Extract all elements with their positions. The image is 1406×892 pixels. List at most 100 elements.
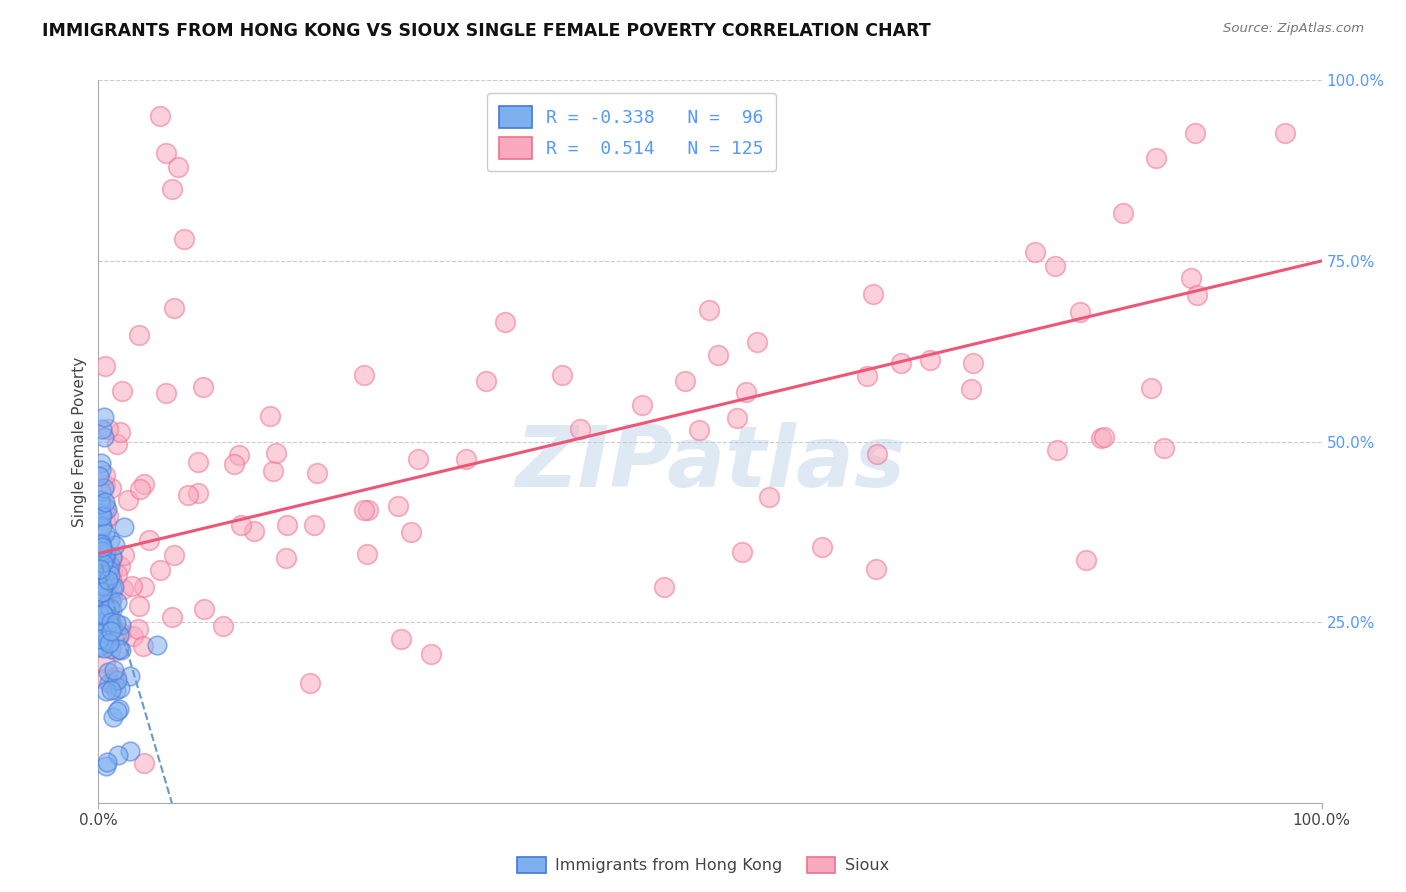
Text: Source: ZipAtlas.com: Source: ZipAtlas.com	[1223, 22, 1364, 36]
Point	[93, 468, 115, 483]
Point	[212, 619, 235, 633]
Point	[1139, 381, 1161, 395]
Point	[96, 755, 118, 769]
Point	[105, 682, 128, 697]
Point	[90, 508, 112, 523]
Point	[87, 468, 110, 483]
Point	[93, 575, 115, 590]
Point	[688, 423, 710, 437]
Point	[98, 601, 121, 615]
Point	[89, 636, 111, 650]
Point	[758, 490, 780, 504]
Point	[110, 681, 132, 695]
Point	[101, 549, 124, 564]
Point	[90, 584, 112, 599]
Point	[1092, 430, 1115, 444]
Point	[918, 353, 941, 368]
Point	[120, 744, 142, 758]
Point	[262, 465, 284, 479]
Point	[1112, 205, 1135, 219]
Point	[127, 622, 149, 636]
Point	[96, 665, 118, 679]
Point	[97, 573, 120, 587]
Point	[1144, 151, 1167, 165]
Point	[98, 591, 121, 605]
Point	[91, 421, 114, 435]
Point	[98, 635, 121, 649]
Point	[146, 638, 169, 652]
Point	[89, 562, 111, 576]
Point	[307, 466, 329, 480]
Point	[1045, 259, 1067, 273]
Point	[112, 548, 135, 562]
Point	[94, 672, 117, 686]
Point	[100, 482, 122, 496]
Point	[96, 603, 118, 617]
Point	[96, 549, 118, 563]
Point	[93, 547, 115, 561]
Point	[697, 302, 720, 317]
Point	[91, 616, 114, 631]
Point	[90, 508, 112, 523]
Point	[138, 533, 160, 547]
Point	[101, 678, 124, 692]
Point	[111, 384, 134, 399]
Point	[104, 615, 127, 630]
Point	[108, 627, 131, 641]
Point	[101, 581, 124, 595]
Point	[90, 535, 112, 549]
Point	[231, 518, 253, 533]
Point	[167, 160, 190, 174]
Point	[725, 411, 748, 425]
Point	[862, 287, 884, 301]
Point	[87, 632, 110, 646]
Point	[96, 633, 118, 648]
Point	[93, 641, 115, 656]
Point	[1185, 287, 1208, 301]
Point	[91, 541, 114, 555]
Point	[187, 455, 209, 469]
Point	[96, 545, 118, 559]
Point	[94, 495, 117, 509]
Point	[103, 580, 125, 594]
Point	[132, 580, 155, 594]
Point	[103, 663, 125, 677]
Point	[1090, 431, 1112, 445]
Point	[94, 758, 117, 772]
Point	[91, 556, 114, 570]
Point	[631, 398, 654, 412]
Point	[97, 508, 120, 523]
Point	[94, 552, 117, 566]
Point	[89, 492, 111, 507]
Point	[100, 641, 122, 656]
Point	[89, 570, 111, 584]
Point	[98, 607, 121, 622]
Point	[96, 684, 118, 698]
Point	[187, 486, 209, 500]
Point	[87, 563, 110, 577]
Point	[93, 656, 115, 670]
Point	[243, 524, 266, 538]
Point	[228, 448, 250, 462]
Point	[745, 334, 768, 349]
Point	[105, 437, 128, 451]
Point	[100, 613, 122, 627]
Point	[107, 628, 129, 642]
Point	[105, 566, 128, 581]
Point	[105, 704, 128, 718]
Point	[890, 356, 912, 370]
Point	[104, 670, 127, 684]
Point	[96, 501, 118, 516]
Point	[90, 521, 112, 535]
Point	[173, 232, 195, 246]
Point	[302, 517, 325, 532]
Y-axis label: Single Female Poverty: Single Female Poverty	[72, 357, 87, 526]
Point	[98, 563, 121, 577]
Point	[93, 409, 115, 424]
Point	[93, 616, 115, 631]
Point	[108, 642, 131, 657]
Point	[494, 315, 516, 329]
Point	[163, 301, 186, 315]
Point	[274, 551, 297, 566]
Point	[387, 499, 409, 513]
